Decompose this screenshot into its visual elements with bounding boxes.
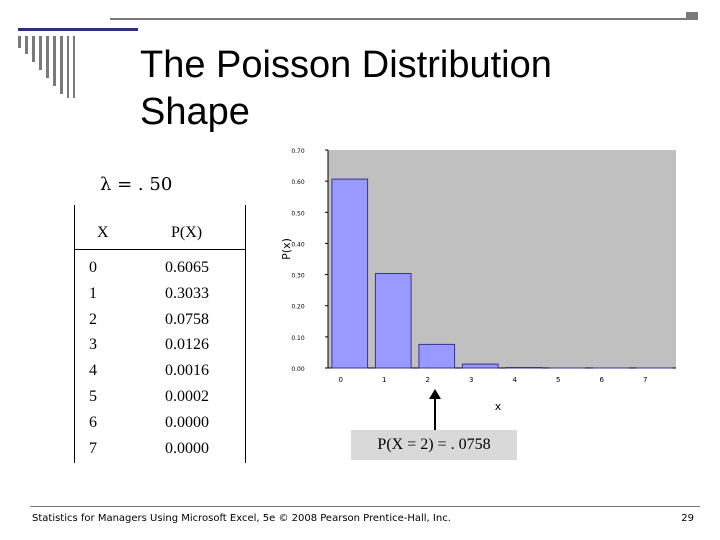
x-tick-label: 1 — [382, 376, 386, 384]
top-rule-end — [686, 12, 698, 20]
table-cell-x: 7 — [89, 439, 97, 457]
table-cell-x: 4 — [89, 362, 97, 380]
header-px: P(X) — [171, 224, 203, 241]
y-tick-label: 0.30 — [291, 273, 305, 280]
decorative-bars — [18, 28, 138, 98]
footer-text: Statistics for Managers Using Microsoft … — [32, 513, 451, 524]
x-tick-label: 3 — [469, 376, 473, 384]
table-cell-x: 1 — [89, 284, 97, 302]
table-cell-px: 0.0758 — [165, 310, 209, 328]
slide-title: The Poisson Distribution Shape — [140, 44, 552, 133]
table-cell-x: 6 — [89, 413, 97, 431]
table-cell-px: 0.3033 — [165, 284, 209, 302]
bar-1 — [374, 273, 412, 369]
y-tick-label: 0.20 — [291, 304, 305, 311]
bar-0 — [331, 178, 369, 369]
table-cell-px: 0.0016 — [165, 362, 209, 380]
header-x: X — [97, 224, 109, 241]
px-column: 0.6065 0.3033 0.0758 0.0126 0.0016 0.000… — [165, 255, 245, 461]
lambda-label: λ = . 50 — [100, 174, 173, 195]
x-tick-label: 2 — [426, 376, 430, 384]
table-cell-px: 0.0000 — [165, 439, 209, 457]
header-divider — [75, 249, 245, 250]
table-cell-px: 0.0000 — [165, 413, 209, 431]
y-tick-label: 0.00 — [291, 366, 305, 373]
y-axis-title: P(x) — [280, 238, 293, 260]
y-tick-label: 0.50 — [291, 210, 305, 217]
x-axis-title: x — [495, 400, 502, 413]
table-cell-x: 3 — [89, 336, 97, 354]
table-cell-x: 2 — [89, 310, 97, 328]
x-tick-label: 6 — [600, 376, 605, 384]
table-cell-px: 0.0002 — [165, 387, 209, 405]
page-number: 29 — [681, 513, 694, 524]
y-tick-label: 0.10 — [291, 335, 305, 342]
y-tick-label: 0.70 — [291, 148, 305, 155]
table-cell-px: 0.6065 — [165, 259, 209, 276]
footer-rule — [30, 506, 700, 507]
x-tick-label: 7 — [643, 376, 647, 384]
probability-callout: P(X = 2) = . 0758 — [351, 430, 517, 460]
x-tick-label: 4 — [513, 376, 518, 384]
top-rule — [110, 18, 696, 20]
table-cell-x: 0 — [89, 259, 97, 276]
x-column: 0 1 2 3 4 5 6 7 — [89, 255, 129, 461]
bar-3 — [461, 363, 499, 369]
bar-2 — [418, 343, 456, 369]
table-cell-px: 0.0126 — [165, 336, 209, 354]
poisson-bar-chart: 0.00 0.10 0.20 0.30 0.40 0.50 0.60 0.70 0 1 2 3 4 5 6 7… — [280, 148, 676, 413]
y-tick-label: 0.60 — [291, 179, 305, 186]
probability-table: X P(X) 0 1 2 3 4 5 6 7 0.6065 0.3033 0.0… — [74, 205, 246, 463]
y-tick-label: 0.40 — [291, 241, 305, 248]
arrow-shaft — [434, 398, 436, 430]
arrow-up-icon — [429, 389, 441, 399]
table-cell-x: 5 — [89, 387, 97, 405]
x-tick-label: 5 — [556, 376, 560, 384]
x-tick-label: 0 — [339, 376, 343, 384]
